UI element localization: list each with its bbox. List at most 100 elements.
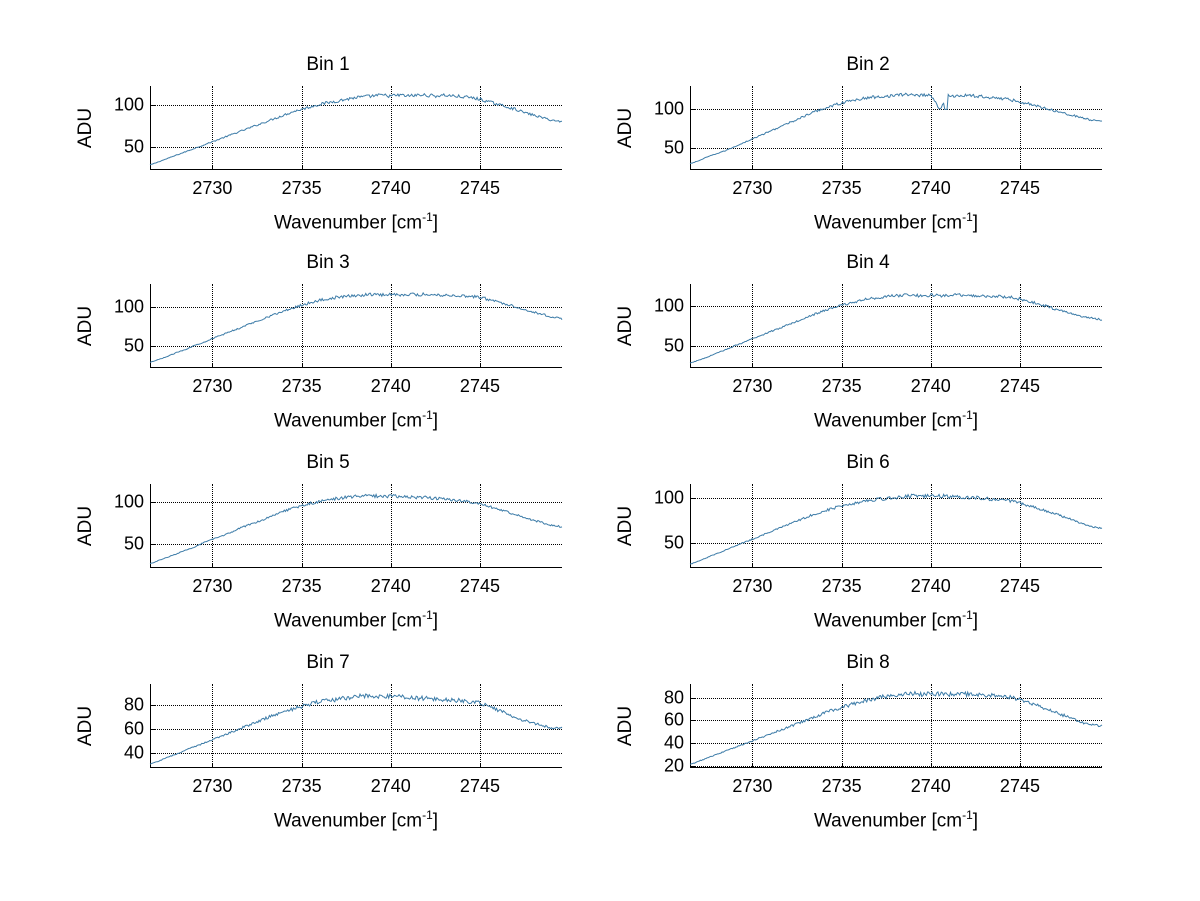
x-axis-tick-label: 2730 <box>732 776 773 796</box>
plot-area <box>150 684 562 768</box>
plot-area <box>690 484 1102 568</box>
y-axis-tick <box>690 542 695 544</box>
x-axis-tick <box>752 763 754 768</box>
x-axis-label-exponent: -1 <box>962 408 973 422</box>
gridline-vertical <box>752 284 754 368</box>
x-axis-tick <box>1019 363 1021 368</box>
x-axis-tick <box>930 563 932 568</box>
x-axis-tick-label: 2740 <box>370 376 411 396</box>
y-axis-tick <box>150 346 155 348</box>
x-axis-label-exponent: -1 <box>962 210 973 224</box>
gridline-vertical <box>479 86 481 170</box>
y-axis-tick <box>690 109 695 111</box>
x-axis-tick <box>1019 165 1021 170</box>
gridline-horizontal <box>150 307 562 309</box>
x-axis-label-tail: ] <box>432 410 439 432</box>
x-axis-label-exponent: -1 <box>422 808 433 822</box>
x-axis-tick <box>390 763 392 768</box>
gridline-vertical <box>930 86 932 170</box>
x-axis-line <box>690 169 1102 170</box>
gridline-vertical <box>479 484 481 568</box>
x-axis-label-tail: ] <box>972 410 979 432</box>
x-axis-tick-label: 2735 <box>821 776 862 796</box>
subplot-panel-5: Bin 5 50 100 2730 2735 2740 2745 ADU Wavenumber … <box>58 450 598 646</box>
x-axis-tick-label: 2740 <box>910 178 951 198</box>
spectrum-line <box>150 484 562 568</box>
gridline-vertical <box>930 484 932 568</box>
x-axis-label: Wavenumber [cm-1] <box>814 210 978 234</box>
panel-title: Bin 5 <box>306 452 350 473</box>
x-axis-tick-label: 2745 <box>459 576 500 596</box>
panel-title: Bin 8 <box>846 652 890 673</box>
x-axis-tick-label: 2745 <box>999 576 1040 596</box>
x-axis-label-text: Wavenumber [cm <box>273 410 423 432</box>
x-axis-tick <box>841 763 843 768</box>
x-axis-label-tail: ] <box>432 212 439 234</box>
x-axis-tick <box>212 165 214 170</box>
y-axis-tick <box>150 307 155 309</box>
spectrum-line <box>150 86 562 170</box>
x-axis-tick-label: 2745 <box>999 776 1040 796</box>
panel-title: Bin 2 <box>846 54 890 75</box>
y-axis-tick <box>150 544 155 546</box>
x-axis-tick <box>752 165 754 170</box>
gridline-horizontal <box>690 743 1102 745</box>
gridline-horizontal <box>690 306 1102 308</box>
plot-area <box>690 86 1102 170</box>
y-axis-tick-label: 100 <box>653 98 684 119</box>
y-axis-tick-label: 50 <box>123 335 144 356</box>
gridline-vertical <box>841 684 843 768</box>
gridline-vertical <box>841 484 843 568</box>
y-axis-line <box>690 684 691 768</box>
x-axis-tick-label: 2735 <box>821 376 862 396</box>
gridline-vertical <box>212 484 214 568</box>
gridline-vertical <box>930 684 932 768</box>
y-axis-tick-label: 100 <box>113 296 144 317</box>
y-axis-tick <box>150 728 155 730</box>
gridline-vertical <box>212 86 214 170</box>
x-axis-label-exponent: -1 <box>962 808 973 822</box>
subplot-panel-8: Bin 8 20 40 60 80 2730 2735 2740 2745 ADU Wavenumb… <box>598 650 1138 846</box>
gridline-vertical <box>479 284 481 368</box>
panel-title: Bin 3 <box>306 252 350 273</box>
x-axis-label-tail: ] <box>432 810 439 832</box>
x-axis-label-text: Wavenumber [cm <box>813 410 963 432</box>
x-axis-tick <box>841 363 843 368</box>
y-axis-tick <box>690 497 695 499</box>
x-axis-tick <box>1019 563 1021 568</box>
x-axis-tick <box>479 563 481 568</box>
x-axis-label-tail: ] <box>972 212 979 234</box>
x-axis-line <box>690 767 1102 768</box>
x-axis-label: Wavenumber [cm-1] <box>814 608 978 632</box>
plot-area <box>150 484 562 568</box>
spectrum-line <box>150 684 562 768</box>
gridline-vertical <box>479 684 481 768</box>
x-axis-tick <box>752 363 754 368</box>
x-axis-tick-label: 2730 <box>192 376 233 396</box>
x-axis-label-text: Wavenumber [cm <box>813 610 963 632</box>
y-axis-tick <box>150 705 155 707</box>
y-axis-tick-label: 60 <box>123 718 144 739</box>
x-axis-tick-label: 2730 <box>192 178 233 198</box>
y-axis-tick-label: 50 <box>663 137 684 158</box>
x-axis-tick-label: 2740 <box>910 376 951 396</box>
x-axis-line <box>150 567 562 568</box>
gridline-horizontal <box>150 705 562 707</box>
x-axis-tick-label: 2730 <box>732 178 773 198</box>
x-axis-tick <box>212 763 214 768</box>
y-axis-tick <box>690 697 695 699</box>
x-axis-line <box>150 169 562 170</box>
y-axis-line <box>150 86 151 170</box>
x-axis-tick-label: 2745 <box>459 178 500 198</box>
gridline-vertical <box>752 86 754 170</box>
x-axis-label-text: Wavenumber [cm <box>273 610 423 632</box>
plot-area <box>150 86 562 170</box>
y-axis-tick <box>150 105 155 107</box>
x-axis-tick-label: 2740 <box>370 576 411 596</box>
x-axis-tick-label: 2740 <box>370 776 411 796</box>
plot-area <box>690 684 1102 768</box>
spectrum-line <box>690 684 1102 768</box>
x-axis-tick <box>930 165 932 170</box>
y-axis-tick <box>150 502 155 504</box>
